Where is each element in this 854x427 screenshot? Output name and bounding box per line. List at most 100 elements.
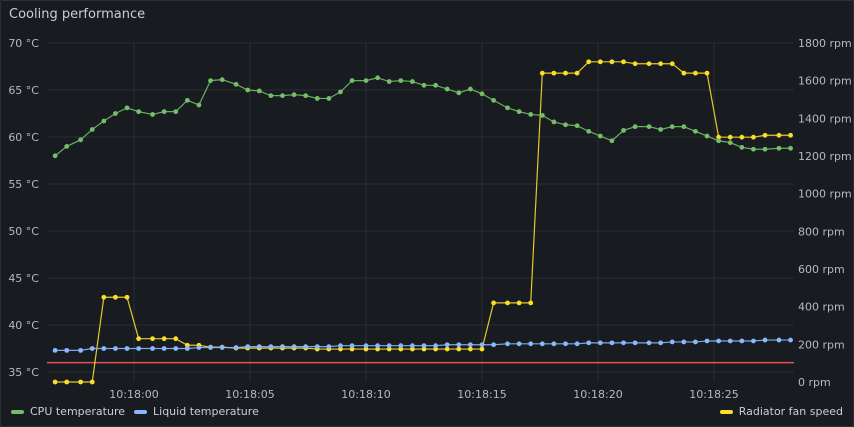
- data-point: [124, 346, 130, 351]
- data-point: [78, 347, 84, 353]
- data-point: [338, 89, 343, 95]
- data-point: [727, 140, 733, 146]
- data-point: [563, 70, 568, 76]
- data-point: [479, 342, 485, 348]
- data-point: [386, 79, 392, 84]
- data-point: [136, 109, 142, 115]
- x-tick-label: 10:18:10: [341, 388, 390, 401]
- data-point: [693, 128, 698, 134]
- y-right-tick-label: 200 rpm: [798, 338, 845, 351]
- legend-left: CPU temperature Liquid temperature: [11, 405, 268, 418]
- y-right-tick-label: 600 rpm: [798, 263, 845, 276]
- data-point: [505, 105, 510, 111]
- data-point: [658, 61, 664, 67]
- data-point: [375, 75, 380, 81]
- data-point: [788, 132, 793, 138]
- data-point: [314, 96, 320, 101]
- data-point: [574, 70, 580, 76]
- data-point: [386, 346, 392, 352]
- data-point: [64, 379, 70, 385]
- data-point: [727, 338, 733, 344]
- data-point: [516, 109, 522, 115]
- series-cpu-temperature[interactable]: [52, 75, 793, 159]
- data-point: [150, 346, 155, 351]
- data-point: [528, 300, 534, 306]
- data-point: [776, 337, 782, 343]
- data-point: [551, 70, 557, 76]
- data-point: [468, 86, 473, 92]
- data-point: [349, 343, 355, 349]
- data-point: [398, 343, 404, 349]
- data-point: [563, 122, 568, 128]
- data-point: [326, 344, 332, 350]
- data-point: [113, 111, 118, 116]
- data-point: [303, 93, 309, 99]
- data-point: [433, 343, 438, 349]
- data-point: [150, 336, 155, 342]
- legend-item-liquid-temperature[interactable]: Liquid temperature: [134, 405, 259, 418]
- data-point: [727, 134, 733, 140]
- legend-item-radiator-fan-speed[interactable]: Radiator fan speed: [719, 405, 843, 418]
- data-point: [349, 78, 355, 83]
- data-point: [124, 294, 130, 300]
- grid: [47, 42, 794, 382]
- data-point: [338, 346, 343, 352]
- y-left-tick-label: 40 °C: [8, 319, 39, 332]
- data-point: [609, 138, 615, 144]
- data-point: [363, 346, 369, 352]
- data-point: [586, 128, 592, 134]
- data-point: [78, 137, 84, 143]
- series-liquid-temperature[interactable]: [52, 337, 793, 353]
- data-point: [551, 341, 557, 347]
- y-right-tick-label: 1000 rpm: [798, 188, 852, 201]
- data-point: [704, 338, 710, 344]
- data-point: [161, 336, 167, 342]
- legend-item-cpu-temperature[interactable]: CPU temperature: [11, 405, 125, 418]
- data-point: [363, 343, 369, 349]
- line-chart[interactable]: 35 °C 40 °C 45 °C 50 °C 55 °C 60 °C 65 °C 70 °C…: [1, 1, 854, 401]
- data-point: [410, 343, 415, 349]
- data-point: [433, 346, 438, 352]
- data-point: [89, 346, 95, 351]
- data-point: [338, 343, 343, 349]
- data-point: [219, 345, 225, 350]
- data-point: [716, 338, 722, 344]
- data-point: [681, 70, 687, 76]
- data-point: [375, 343, 380, 349]
- data-point: [363, 78, 369, 83]
- data-point: [716, 134, 722, 140]
- data-point: [539, 341, 545, 347]
- data-point: [398, 346, 404, 352]
- data-point: [314, 344, 320, 350]
- data-point: [491, 300, 496, 306]
- data-point: [173, 346, 179, 351]
- data-point: [586, 59, 592, 65]
- data-point: [245, 344, 251, 350]
- data-point: [646, 124, 652, 130]
- data-point: [256, 88, 262, 94]
- data-point: [52, 153, 58, 159]
- data-point: [64, 144, 70, 149]
- data-point: [233, 345, 239, 350]
- y-right-tick-label: 1400 rpm: [798, 112, 852, 125]
- data-point: [669, 339, 675, 345]
- data-point: [479, 91, 485, 97]
- data-point: [101, 294, 107, 300]
- data-point: [597, 340, 603, 346]
- data-point: [669, 61, 675, 67]
- y-left-tick-label: 65 °C: [8, 84, 39, 97]
- data-point: [113, 294, 118, 300]
- data-point: [291, 344, 297, 350]
- data-point: [597, 59, 603, 65]
- data-point: [528, 341, 534, 347]
- data-point: [78, 379, 84, 385]
- data-point: [539, 70, 545, 76]
- data-point: [669, 124, 675, 130]
- data-point: [788, 337, 793, 343]
- data-point: [776, 145, 782, 151]
- data-point: [196, 102, 202, 108]
- legend-right: Radiator fan speed: [719, 405, 843, 418]
- y-right-tick-label: 0 rpm: [798, 376, 831, 389]
- series-radiator-fan-speed[interactable]: [52, 59, 793, 385]
